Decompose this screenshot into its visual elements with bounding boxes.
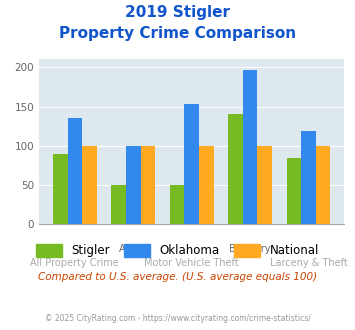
Bar	[53, 154, 67, 224]
Text: All Property Crime: All Property Crime	[31, 258, 119, 268]
Bar	[257, 146, 272, 224]
Text: © 2025 CityRating.com - https://www.cityrating.com/crime-statistics/: © 2025 CityRating.com - https://www.city…	[45, 314, 310, 323]
Bar	[184, 104, 199, 224]
Text: Arson: Arson	[119, 244, 147, 254]
Bar	[82, 146, 97, 224]
Bar	[286, 158, 301, 224]
Bar	[199, 146, 214, 224]
Text: Motor Vehicle Theft: Motor Vehicle Theft	[144, 258, 239, 268]
Text: Burglary: Burglary	[229, 244, 271, 254]
Bar	[228, 114, 243, 224]
Text: Larceny & Theft: Larceny & Theft	[270, 258, 348, 268]
Bar	[67, 118, 82, 224]
Bar	[316, 146, 331, 224]
Text: 2019 Stigler: 2019 Stigler	[125, 5, 230, 20]
Text: Compared to U.S. average. (U.S. average equals 100): Compared to U.S. average. (U.S. average …	[38, 272, 317, 282]
Legend: Stigler, Oklahoma, National: Stigler, Oklahoma, National	[33, 241, 322, 261]
Bar	[141, 146, 155, 224]
Bar	[243, 70, 257, 224]
Bar	[170, 185, 184, 224]
Bar	[301, 131, 316, 224]
Bar	[126, 146, 141, 224]
Bar	[111, 185, 126, 224]
Text: Property Crime Comparison: Property Crime Comparison	[59, 26, 296, 41]
